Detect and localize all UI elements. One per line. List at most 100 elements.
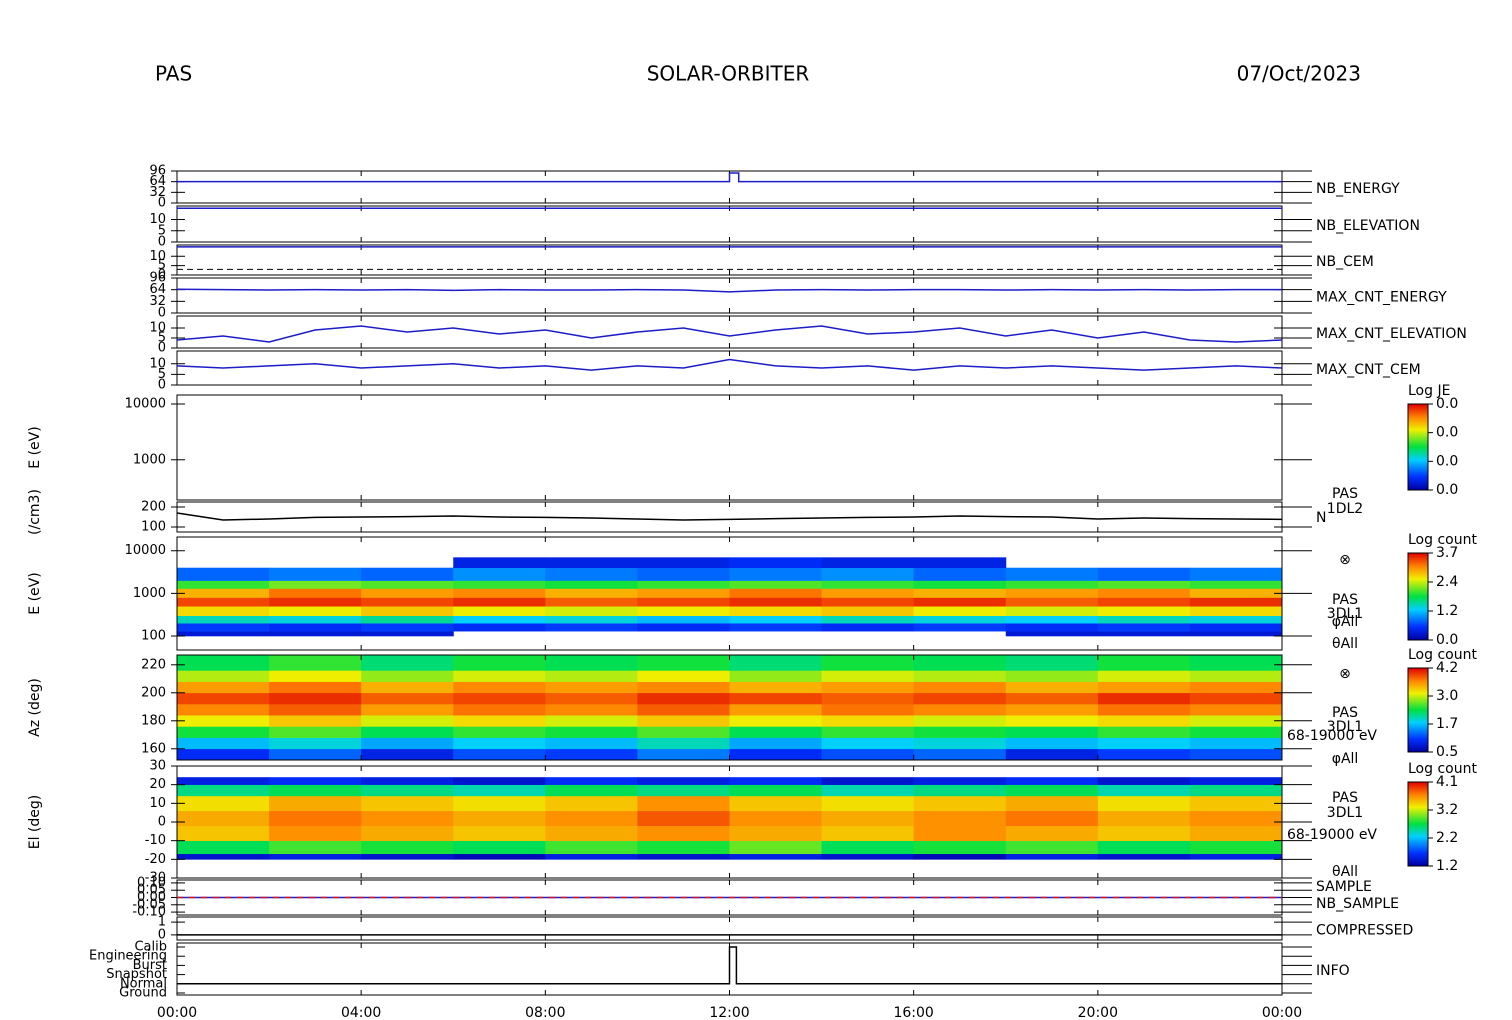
heatmap-cell — [545, 748, 638, 761]
y-tick-label: 96 — [149, 271, 166, 286]
heatmap-cell — [545, 853, 638, 860]
heatmap-cell — [361, 692, 454, 705]
y-tick-label: 10 — [149, 249, 166, 264]
heatmap-cell — [453, 557, 546, 569]
heatmap-cell — [913, 615, 1007, 624]
heatmap-cell — [1097, 853, 1191, 860]
annotation: 3DL1 — [1327, 719, 1363, 735]
heatmap-cell — [453, 840, 546, 855]
colorbar-tick-label: 0.5 — [1436, 744, 1458, 760]
heatmap-cell — [453, 655, 546, 671]
heatmap-cell — [637, 795, 730, 812]
colorbar-tick-label: 0.0 — [1436, 453, 1458, 469]
header-left: PAS — [155, 62, 192, 86]
heatmap-cell — [729, 606, 823, 616]
heatmap-cell — [269, 567, 362, 581]
heatmap-cell — [821, 615, 915, 624]
y-tick-label: 32 — [149, 185, 166, 200]
heatmap-cell — [1189, 631, 1283, 637]
heatmap-cell — [1097, 810, 1191, 827]
series-label: COMPRESSED — [1316, 923, 1413, 939]
heatmap-cell — [177, 784, 270, 797]
heatmap-cell — [821, 567, 915, 581]
header-center: SOLAR-ORBITER — [647, 62, 810, 86]
heatmap-cell — [361, 795, 454, 812]
heatmap-cell — [637, 588, 730, 598]
heatmap-cell — [1005, 655, 1099, 671]
heatmap-cell — [637, 692, 730, 705]
heatmap-cell — [361, 567, 454, 581]
heatmap-cell — [361, 704, 454, 716]
y-tick-label: Engineering — [89, 949, 167, 964]
heatmap-cell — [361, 748, 454, 761]
heatmap-cell — [453, 825, 546, 841]
heatmap-cell — [637, 777, 730, 785]
heatmap-cell — [729, 692, 823, 705]
heatmap-cell — [913, 825, 1007, 841]
heatmap-cell — [177, 737, 270, 750]
heatmap-cell — [913, 777, 1007, 785]
colorbar-tick-label: 2.2 — [1436, 830, 1458, 846]
heatmap-cell — [453, 784, 546, 797]
heatmap-cell — [269, 777, 362, 785]
heatmap-cell — [1189, 597, 1283, 607]
heatmap-cell — [1005, 777, 1099, 785]
heatmap-cell — [269, 810, 362, 827]
heatmap-cell — [729, 853, 823, 860]
heatmap-cell — [1097, 825, 1191, 841]
heatmap-cell — [177, 825, 270, 841]
heatmap-cell — [361, 777, 454, 785]
y-tick-label: 5 — [158, 258, 166, 273]
heatmap-cell — [453, 737, 546, 750]
heatmap-cell — [821, 795, 915, 812]
heatmap-cell — [729, 681, 823, 694]
heatmap-cell — [453, 681, 546, 694]
heatmap-cell — [821, 692, 915, 705]
heatmap-cell — [821, 623, 915, 632]
y-tick-label: 100 — [141, 629, 166, 644]
heatmap-cell — [177, 670, 270, 682]
heatmap-cell — [1189, 580, 1283, 589]
heatmap-cell — [177, 623, 270, 632]
heatmap-cell — [545, 681, 638, 694]
heatmap-cell — [1189, 704, 1283, 716]
y-tick-label: 0.10 — [137, 875, 166, 890]
heatmap-cell — [453, 726, 546, 738]
heatmap-cell — [1005, 825, 1099, 841]
heatmap-cell — [1005, 853, 1099, 860]
heatmap-cell — [729, 623, 823, 632]
heatmap-cell — [361, 597, 454, 607]
series-label: INFO — [1316, 963, 1350, 979]
heatmap-cell — [1097, 692, 1191, 705]
series-line — [177, 172, 1282, 183]
heatmap-cell — [637, 825, 730, 841]
annotation: ⊗ — [1339, 552, 1351, 568]
heatmap-cell — [1005, 681, 1099, 694]
heatmap-cell — [821, 784, 915, 797]
heatmap-cell — [913, 580, 1007, 589]
colorbar-tick-label: 2.4 — [1436, 574, 1458, 590]
y-tick-label: 0.00 — [137, 890, 166, 905]
y-tick-label: 100 — [141, 520, 166, 535]
heatmap-cell — [729, 784, 823, 797]
heatmap-cell — [453, 623, 546, 632]
heatmap-cell — [1097, 606, 1191, 616]
heatmap-cell — [1097, 670, 1191, 682]
heatmap-cell — [729, 704, 823, 716]
annotation: 68-19000 eV — [1287, 827, 1377, 843]
heatmap-cell — [453, 597, 546, 607]
heatmap-cell — [453, 606, 546, 616]
heatmap-cell — [177, 853, 270, 860]
heatmap-cell — [1189, 615, 1283, 624]
heatmap-cell — [1189, 692, 1283, 705]
heatmap-cell — [913, 726, 1007, 738]
heatmap-cell — [1005, 840, 1099, 855]
heatmap-cell — [269, 748, 362, 761]
y-tick-label: 0 — [158, 235, 166, 250]
heatmap-cell — [1097, 567, 1191, 581]
heatmap-cell — [1189, 784, 1283, 797]
y-tick-label: -20 — [145, 852, 166, 867]
heatmap-cell — [1005, 726, 1099, 738]
heatmap-cell — [1005, 784, 1099, 797]
